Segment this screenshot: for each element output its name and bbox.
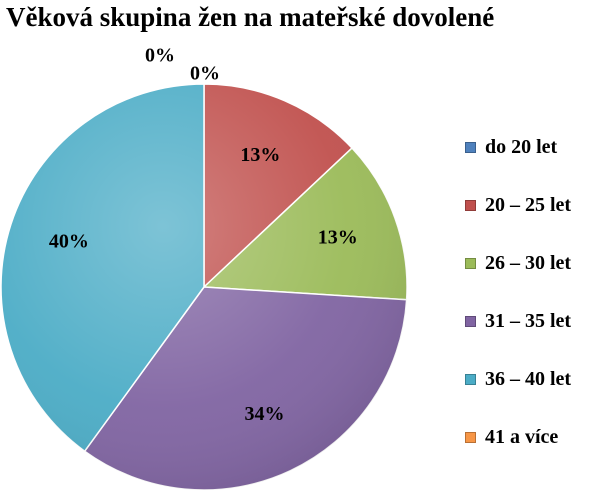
legend-swatch: [465, 315, 476, 327]
data-label-5: 0%: [190, 63, 220, 85]
legend-swatch: [465, 431, 476, 443]
data-label-0: 0%: [145, 45, 175, 67]
legend-item: 41 a více: [465, 408, 571, 466]
data-label-4: 40%: [49, 231, 89, 253]
data-label-3: 34%: [245, 403, 285, 425]
legend-swatch: [465, 141, 476, 153]
legend-item: 31 – 35 let: [465, 292, 571, 350]
data-label-1: 13%: [240, 144, 280, 166]
legend-item: 26 – 30 let: [465, 234, 571, 292]
legend-label: 31 – 35 let: [485, 309, 572, 332]
legend-label: do 20 let: [485, 135, 558, 158]
data-label-2: 13%: [318, 226, 358, 248]
legend-item: 36 – 40 let: [465, 350, 571, 408]
legend-label: 36 – 40 let: [485, 367, 572, 390]
legend-swatch: [465, 199, 476, 211]
legend-swatch: [465, 373, 476, 385]
legend-label: 26 – 30 let: [485, 251, 572, 274]
legend-item: 20 – 25 let: [465, 176, 571, 234]
legend-label: 20 – 25 let: [485, 193, 572, 216]
legend-swatch: [465, 257, 476, 269]
chart-title: Věková skupina žen na mateřské dovolené: [6, 2, 495, 32]
legend-label: 41 a více: [485, 425, 559, 448]
legend: do 20 let 20 – 25 let 26 – 30 let 31 – 35 l…: [465, 118, 571, 466]
legend-item: do 20 let: [465, 118, 571, 176]
